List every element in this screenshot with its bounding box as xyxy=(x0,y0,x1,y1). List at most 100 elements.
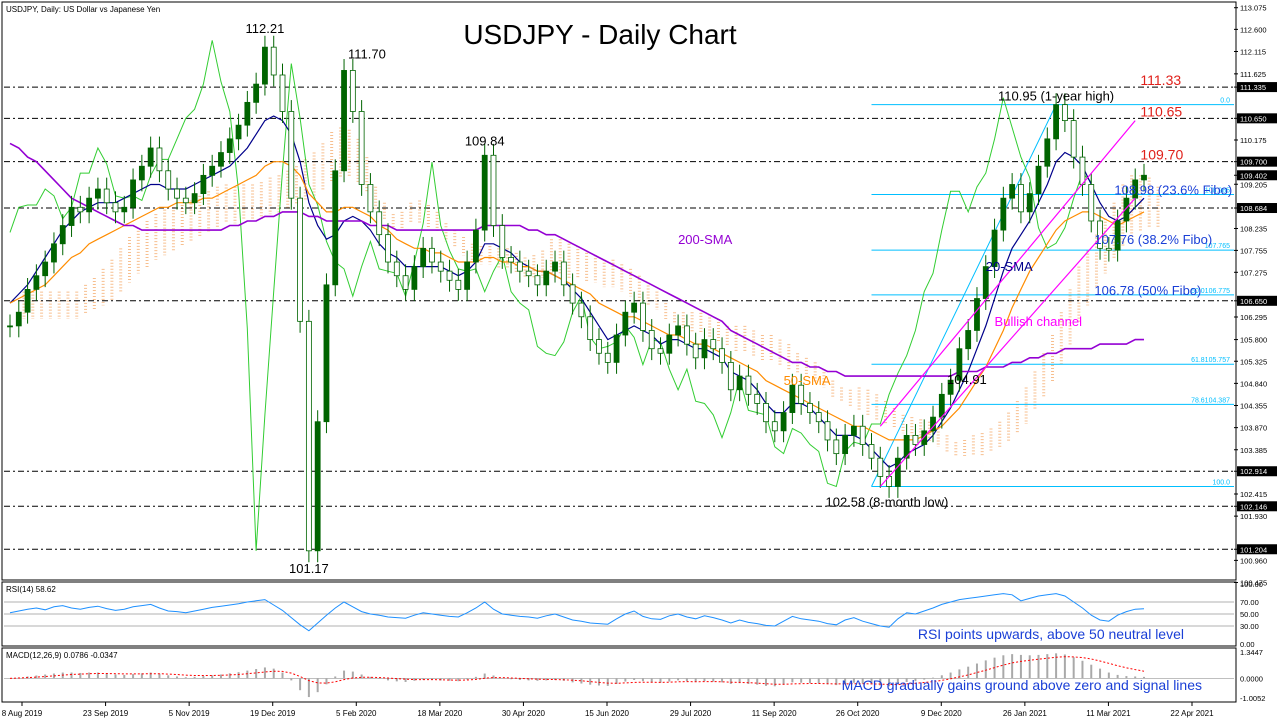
candle-body xyxy=(323,284,330,423)
candle-body xyxy=(262,46,268,85)
candle-body xyxy=(965,330,972,350)
price-level-badge-label: 102.914 xyxy=(1240,467,1267,476)
candle-body xyxy=(842,434,849,455)
candle-body xyxy=(604,352,611,363)
date-tick-label: 11 Sep 2020 xyxy=(752,709,797,718)
channel-upper-line xyxy=(879,120,1136,427)
date-tick-label: 15 Jun 2020 xyxy=(585,709,630,718)
candle-body xyxy=(578,302,585,318)
price-tick-label: 101.930 xyxy=(1240,512,1267,521)
symbol-caption: USDJPY, Daily: US Dollar vs Japanese Yen xyxy=(6,5,160,14)
candle-body xyxy=(402,275,409,290)
candle-body xyxy=(807,403,813,413)
candle-body xyxy=(367,184,374,213)
price-level-badge xyxy=(1237,544,1277,555)
chart-annotation: 112.21 xyxy=(246,21,285,36)
candle-body xyxy=(24,289,31,313)
chart-annotation: 50-SMA xyxy=(784,373,831,388)
candle-body xyxy=(1009,184,1016,199)
candle-body xyxy=(719,348,725,363)
candle-body xyxy=(851,425,857,436)
chart-annotation: 104.91 xyxy=(947,372,987,387)
candle-body xyxy=(473,229,479,263)
date-tick-label: 30 Apr 2020 xyxy=(502,709,546,718)
price-tick-label: 103.870 xyxy=(1240,424,1267,433)
macd-tick-label: 0.0000 xyxy=(1240,674,1263,683)
candle-body xyxy=(1088,184,1095,222)
price-tick-label: 104.840 xyxy=(1240,379,1267,388)
candle-body xyxy=(191,193,198,204)
candle-body xyxy=(701,339,708,359)
date-tick-label: 26 Jan 2021 xyxy=(1003,709,1048,718)
candle-body xyxy=(1000,197,1007,231)
candle-body xyxy=(156,147,163,172)
fibonacci-level-label: 50.0106.775 xyxy=(1191,288,1230,295)
candle-body xyxy=(648,330,655,350)
price-tick-label: 104.355 xyxy=(1240,402,1267,411)
candle-body xyxy=(305,320,312,552)
candle-body xyxy=(982,266,989,299)
chart-annotations: 112.21 111.70 109.84 101.17 110.95 (1-year h… xyxy=(246,21,1233,576)
candle-body xyxy=(411,266,418,290)
date-tick-label: 5 Nov 2019 xyxy=(169,709,210,718)
candle-body xyxy=(657,348,664,354)
candle-body xyxy=(525,270,532,277)
date-tick-label: 23 Sep 2019 xyxy=(83,709,129,718)
price-tick-label: 107.275 xyxy=(1240,268,1267,277)
candle-body xyxy=(534,275,541,286)
candle-body xyxy=(780,412,787,432)
candle-body xyxy=(297,197,303,322)
chart-annotation: 109.84 xyxy=(465,133,505,148)
candle-body xyxy=(59,225,66,245)
candle-body xyxy=(833,439,840,455)
chart-title: USDJPY - Daily Chart xyxy=(463,19,737,50)
rsi-tick-label: 30.00 xyxy=(1240,622,1259,631)
chart-annotation: Bullish channel xyxy=(995,314,1083,329)
date-tick-label: 22 Apr 2021 xyxy=(1170,709,1214,718)
candle-body xyxy=(209,165,216,176)
candle-body xyxy=(754,393,761,404)
macd-tick-label: 1.3447 xyxy=(1240,648,1263,657)
fibonacci-level-label: 78.6104.387 xyxy=(1191,397,1230,404)
candle-body xyxy=(1123,197,1130,222)
candle-body xyxy=(1070,120,1077,158)
rsi-panel: 100.00 70.00 50.00 30.00 0.00 xyxy=(4,580,1263,649)
candle-body xyxy=(974,298,980,331)
candle-body xyxy=(1079,156,1086,185)
price-level-badge-label: 109.700 xyxy=(1240,158,1267,167)
candle-body xyxy=(429,247,435,263)
candle-body xyxy=(516,261,523,272)
candle-body xyxy=(1026,193,1033,213)
rsi-tick-label: 0.00 xyxy=(1240,640,1255,649)
candle-body xyxy=(763,403,769,423)
chart-annotation: 107.76 (38.2% Fibo) xyxy=(1094,232,1212,247)
candle-body xyxy=(481,154,488,231)
fibonacci-level-label: 61.8105.757 xyxy=(1191,357,1230,364)
candle-body xyxy=(894,457,901,487)
candle-body xyxy=(798,384,805,404)
rsi-tick-label: 100.00 xyxy=(1240,580,1263,589)
chart-annotation: 106.78 (50% Fibo) xyxy=(1094,283,1201,298)
candle-body xyxy=(77,206,84,213)
candle-body xyxy=(464,261,471,290)
candle-body xyxy=(543,270,550,286)
candle-body xyxy=(552,261,558,272)
rsi-tick-label: 70.00 xyxy=(1240,598,1259,607)
fibonacci-retracement: 0.0 108.985 107.765 50.0106.775 61.8105.757 7… xyxy=(871,98,1234,487)
chart-annotation: 110.95 (1-year high) xyxy=(998,89,1114,104)
chikou-span-line xyxy=(9,40,1092,551)
price-level-badge xyxy=(1237,295,1277,306)
candle-body xyxy=(218,152,224,167)
candle-body xyxy=(226,138,233,153)
rsi-tick-label: 50.00 xyxy=(1240,610,1259,619)
candle-body xyxy=(569,284,576,304)
candle-body xyxy=(991,229,998,267)
candle-body xyxy=(877,457,884,477)
chart-annotation: 110.65 xyxy=(1140,103,1182,119)
candle-body xyxy=(692,343,699,359)
candle-body xyxy=(859,425,866,445)
candle-body xyxy=(903,434,910,459)
price-tick-label: 106.295 xyxy=(1240,313,1267,322)
candle-body xyxy=(349,70,356,112)
candle-body xyxy=(376,211,383,236)
